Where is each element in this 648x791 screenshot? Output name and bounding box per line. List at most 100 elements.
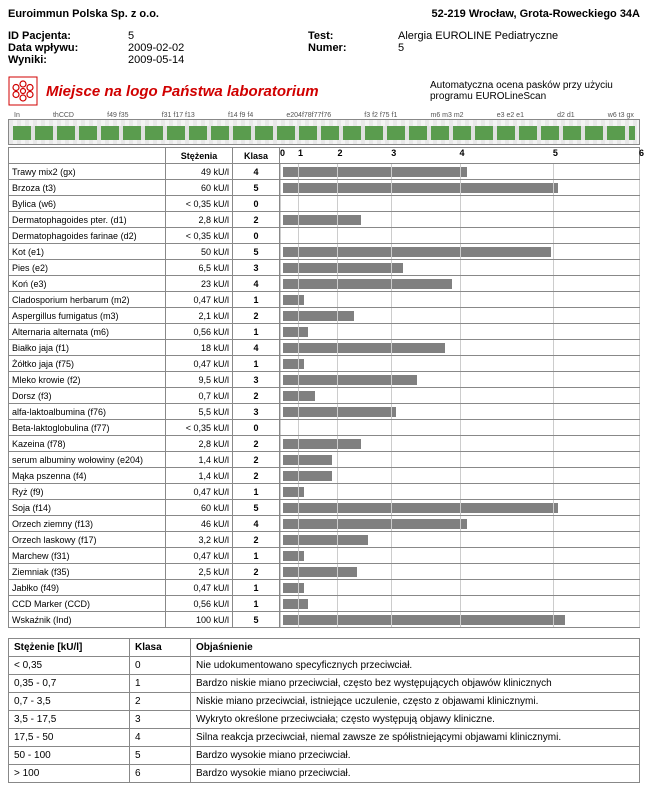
company-name: Euroimmun Polska Sp. z o.o.: [8, 8, 159, 20]
table-row: Dorsz (f3)0,7 kU/l2: [9, 388, 640, 404]
legend-class: 6: [130, 765, 191, 783]
header-class: Klasa: [233, 148, 280, 164]
table-row: CCD Marker (CCD)0,56 kU/l1: [9, 596, 640, 612]
legend-range: > 100: [9, 765, 130, 783]
allergen-class: 2: [233, 452, 280, 468]
allergen-name: Kazeina (f78): [9, 436, 166, 452]
allergen-class: 1: [233, 580, 280, 596]
allergen-bar: [283, 167, 467, 177]
allergen-bar: [283, 551, 304, 561]
table-row: Soja (f14)60 kU/l5: [9, 500, 640, 516]
allergen-bar: [283, 263, 403, 273]
legend-range: 17,5 - 50: [9, 729, 130, 747]
allergen-bar: [283, 487, 304, 497]
table-row: Orzech ziemny (f13)46 kU/l4: [9, 516, 640, 532]
allergen-conc: 0,47 kU/l: [166, 548, 233, 564]
allergen-bar-cell: [280, 308, 640, 324]
allergen-name: Beta-laktoglobulina (f77): [9, 420, 166, 436]
allergen-conc: 18 kU/l: [166, 340, 233, 356]
allergen-class: 0: [233, 196, 280, 212]
allergen-bar: [283, 215, 361, 225]
allergen-bar-cell: [280, 356, 640, 372]
legend-class: 3: [130, 711, 191, 729]
legend-desc: Bardzo wysokie miano przeciwciał.: [191, 747, 640, 765]
legend-row: 17,5 - 504Silna reakcja przeciwciał, nie…: [9, 729, 640, 747]
value-arrival-date: 2009-02-02: [128, 42, 308, 54]
table-row: Jabłko (f49)0,47 kU/l1: [9, 580, 640, 596]
allergen-class: 4: [233, 164, 280, 180]
legend-class: 2: [130, 693, 191, 711]
allergen-bar: [283, 327, 308, 337]
allergen-bar-cell: [280, 612, 640, 628]
allergen-class: 3: [233, 260, 280, 276]
label-test: Test:: [308, 30, 398, 42]
legend-range: 3,5 - 17,5: [9, 711, 130, 729]
table-row: Mleko krowie (f2)9,5 kU/l3: [9, 372, 640, 388]
allergen-bar-cell: [280, 548, 640, 564]
allergen-bar: [283, 583, 304, 593]
allergen-class: 2: [233, 212, 280, 228]
allergen-class: 4: [233, 516, 280, 532]
allergen-bar: [283, 407, 396, 417]
flower-icon: [8, 76, 38, 106]
allergen-bar: [283, 279, 452, 289]
table-row: Żółtko jaja (f75)0,47 kU/l1: [9, 356, 640, 372]
allergen-bar-cell: [280, 420, 640, 436]
allergen-conc: 0,56 kU/l: [166, 324, 233, 340]
allergen-name: Aspergillus fumigatus (m3): [9, 308, 166, 324]
allergen-bar: [283, 535, 368, 545]
allergen-bar: [283, 311, 354, 321]
legend-header-class: Klasa: [130, 639, 191, 657]
allergen-bar-cell: [280, 180, 640, 196]
legend-table: Stężenie [kU/l] Klasa Objaśnienie < 0,35…: [8, 638, 640, 783]
label-number: Numer:: [308, 42, 398, 54]
table-row: Koń (e3)23 kU/l4: [9, 276, 640, 292]
allergen-class: 1: [233, 484, 280, 500]
allergen-conc: 60 kU/l: [166, 500, 233, 516]
label-arrival-date: Data wpływu:: [8, 42, 128, 54]
allergen-class: 0: [233, 420, 280, 436]
allergen-conc: < 0,35 kU/l: [166, 420, 233, 436]
allergen-bar: [283, 599, 308, 609]
allergen-class: 1: [233, 596, 280, 612]
allergen-class: 5: [233, 244, 280, 260]
legend-header-conc: Stężenie [kU/l]: [9, 639, 130, 657]
allergen-conc: 0,47 kU/l: [166, 580, 233, 596]
allergen-bar-cell: [280, 580, 640, 596]
legend-desc: Bardzo wysokie miano przeciwciał.: [191, 765, 640, 783]
allergen-bar: [283, 343, 445, 353]
allergen-bar: [283, 503, 558, 513]
value-number: 5: [398, 42, 558, 54]
allergen-name: Wskaźnik (Ind): [9, 612, 166, 628]
allergen-bar-cell: [280, 468, 640, 484]
allergen-name: Trawy mix2 (gx): [9, 164, 166, 180]
allergen-bar-cell: [280, 596, 640, 612]
allergen-class: 4: [233, 340, 280, 356]
allergen-bar-cell: [280, 484, 640, 500]
allergen-conc: < 0,35 kU/l: [166, 228, 233, 244]
allergen-name: Białko jaja (f1): [9, 340, 166, 356]
allergen-conc: 23 kU/l: [166, 276, 233, 292]
allergen-bar-cell: [280, 372, 640, 388]
allergen-conc: 1,4 kU/l: [166, 468, 233, 484]
table-row: Pies (e2)6,5 kU/l3: [9, 260, 640, 276]
allergen-bar: [283, 455, 332, 465]
allergen-conc: 3,2 kU/l: [166, 532, 233, 548]
allergen-class: 4: [233, 276, 280, 292]
banner-right-text: Automatyczna ocena pasków przy użyciu pr…: [430, 80, 640, 102]
allergen-name: Żółtko jaja (f75): [9, 356, 166, 372]
allergen-bar-cell: [280, 452, 640, 468]
legend-desc: Bardzo niskie miano przeciwciał, często …: [191, 675, 640, 693]
info-block: ID Pacjenta: Data wpływu: Wyniki: 5 2009…: [8, 30, 640, 66]
legend-class: 5: [130, 747, 191, 765]
allergen-name: Ziemniak (f35): [9, 564, 166, 580]
allergen-name: Jabłko (f49): [9, 580, 166, 596]
allergen-name: Orzech ziemny (f13): [9, 516, 166, 532]
table-row: Kot (e1)50 kU/l5: [9, 244, 640, 260]
allergen-conc: 2,5 kU/l: [166, 564, 233, 580]
allergen-class: 1: [233, 548, 280, 564]
allergen-name: Alternaria alternata (m6): [9, 324, 166, 340]
legend-class: 4: [130, 729, 191, 747]
allergen-name: Pies (e2): [9, 260, 166, 276]
table-row: Cladosporium herbarum (m2)0,47 kU/l1: [9, 292, 640, 308]
